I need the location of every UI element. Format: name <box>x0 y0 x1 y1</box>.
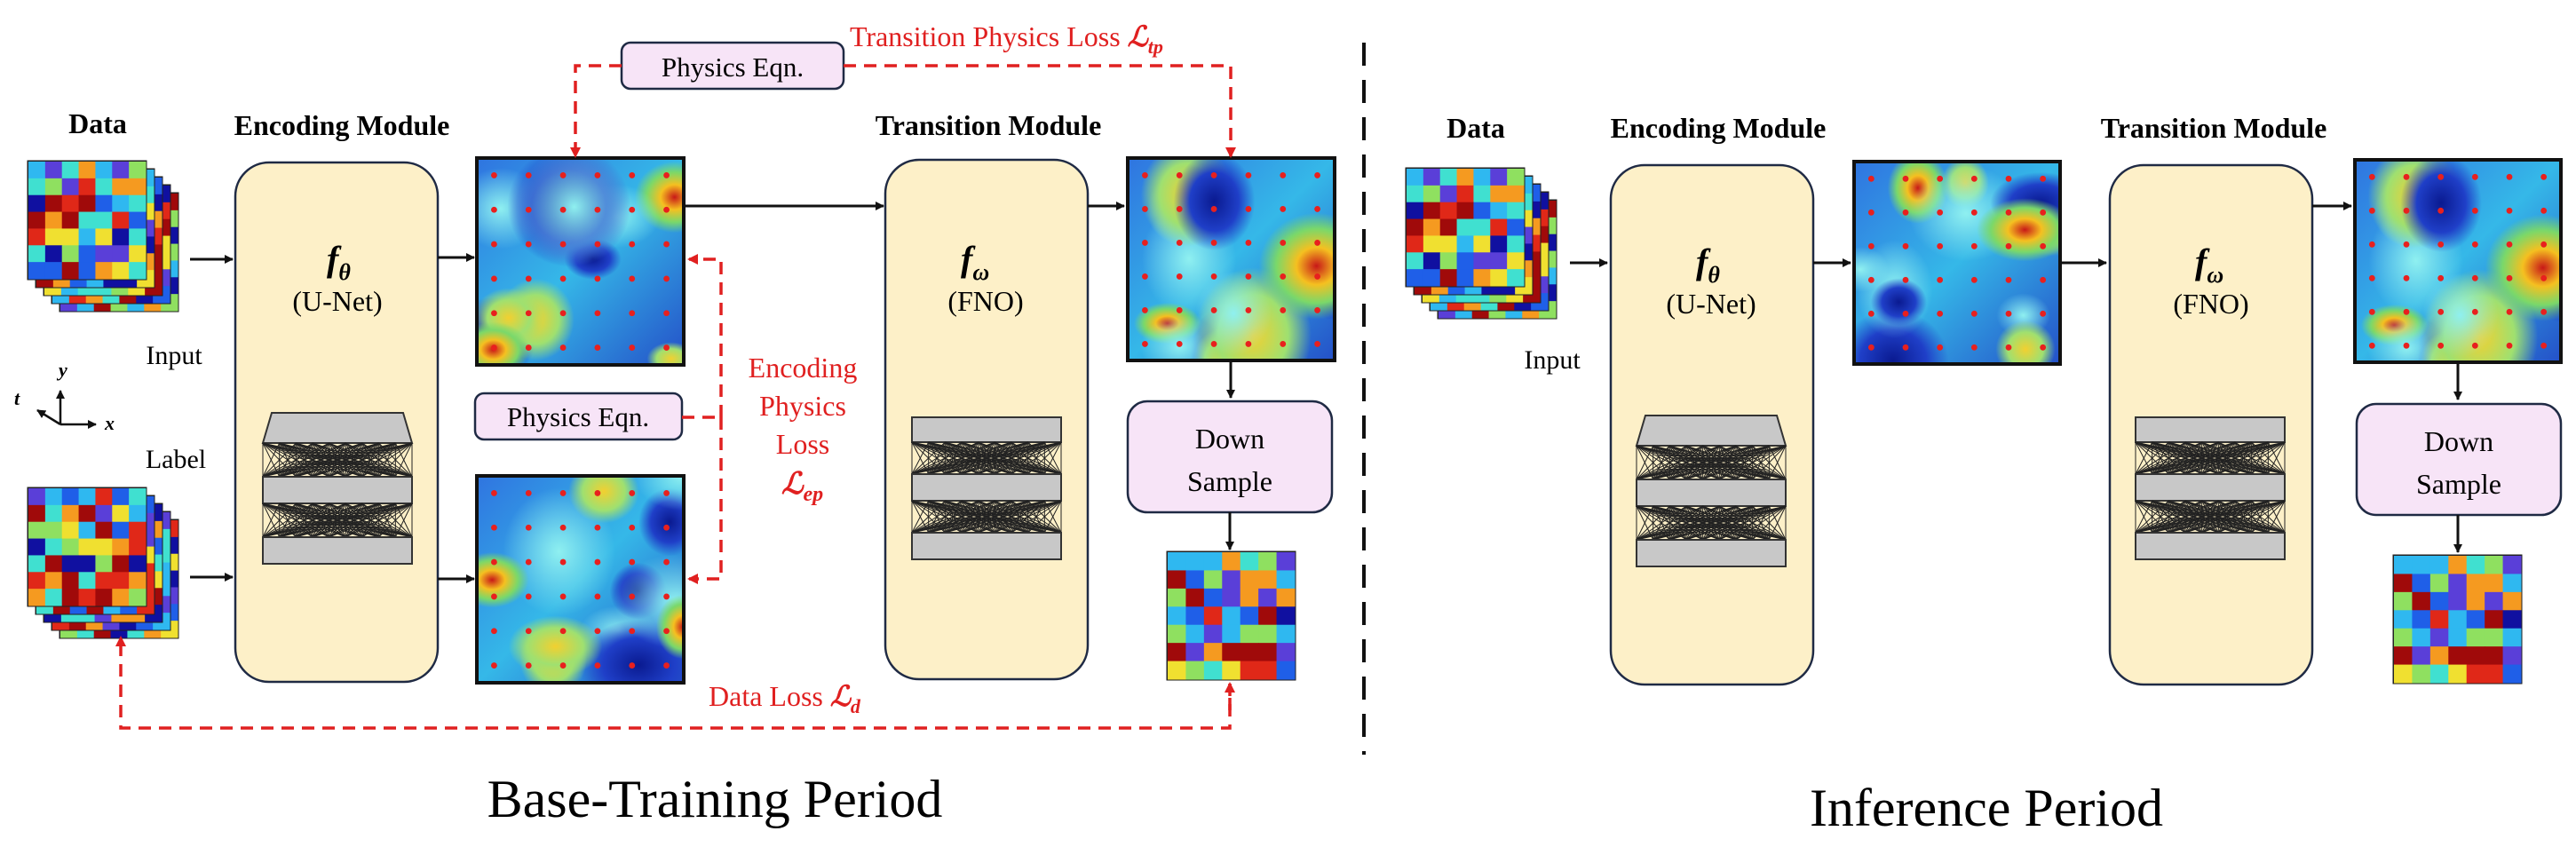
inference-transition-module-heading: Transition Module <box>2101 112 2327 144</box>
inference-encoded-field <box>1852 160 2062 366</box>
training-down-sample-line2: Sample <box>1187 465 1272 497</box>
inference-downsampled-output <box>2392 554 2523 685</box>
inference-encoder-name: (U-Net) <box>1666 288 1756 320</box>
inference-encoding-module-heading: Encoding Module <box>1611 112 1827 144</box>
inference-fno-icon <box>2135 416 2286 560</box>
inference-input-stack <box>1405 167 1557 320</box>
training-encoder-name: (U-Net) <box>292 285 382 317</box>
predicted-field <box>1126 156 1336 362</box>
inference-encoder-symbol: fθ <box>1696 241 1720 288</box>
training-period-label: Base-Training Period <box>487 770 943 828</box>
inference-period: Data Encoding Module Transition Module I… <box>1405 112 2563 837</box>
training-encoding-module-heading: Encoding Module <box>234 109 450 141</box>
encoding-physics-loss-path <box>682 254 723 584</box>
data-loss-path <box>115 636 1235 730</box>
training-fno-icon <box>911 416 1062 560</box>
training-transition-name: (FNO) <box>947 285 1023 317</box>
training-period: Data Encoding Module Transition Module I… <box>14 20 1336 828</box>
encoded-label-field <box>475 474 686 685</box>
encoding-loss-symbol: ℒep <box>781 468 823 506</box>
training-encoder-symbol: fθ <box>327 239 351 285</box>
physics-eqn-top-label: Physics Eqn. <box>662 51 804 83</box>
input-data-stack <box>27 160 179 313</box>
axis-y-label: y <box>56 359 67 381</box>
axes-icon: y x t <box>14 359 115 434</box>
inference-down-sample-line2: Sample <box>2416 468 2501 500</box>
training-down-sample-line1: Down <box>1195 423 1264 455</box>
inference-unet-icon <box>1635 415 1787 567</box>
inference-period-label: Inference Period <box>1810 779 2163 837</box>
encoded-input-field <box>475 156 686 367</box>
encoding-loss-line2: Physics <box>759 390 846 422</box>
training-data-heading: Data <box>68 107 127 139</box>
transition-physics-loss-label: Transition Physics Loss ℒtp <box>850 20 1163 58</box>
inference-down-sample-line1: Down <box>2424 425 2493 457</box>
training-downsampled-output <box>1166 550 1296 681</box>
inference-predicted-field <box>2353 158 2563 364</box>
label-data-stack <box>27 487 179 639</box>
axis-x-label: x <box>104 412 115 434</box>
inference-data-heading: Data <box>1447 112 1505 144</box>
encoding-loss-line1: Encoding <box>749 352 858 384</box>
inference-transition-symbol: fω <box>2195 241 2223 288</box>
inference-transition-name: (FNO) <box>2173 288 2248 320</box>
encoding-loss-line3: Loss <box>776 428 829 460</box>
physics-eqn-mid-label: Physics Eqn. <box>507 401 649 432</box>
transition-physics-loss-path <box>570 64 1236 158</box>
training-transition-module-heading: Transition Module <box>876 109 1102 141</box>
axis-t-label: t <box>14 387 20 409</box>
inference-input-label: Input <box>1524 345 1581 375</box>
training-transition-symbol: fω <box>961 239 989 285</box>
input-label: Input <box>146 341 202 370</box>
data-loss-label: Data Loss ℒd <box>709 680 861 717</box>
label-label: Label <box>146 445 206 474</box>
training-unet-icon <box>261 412 414 565</box>
